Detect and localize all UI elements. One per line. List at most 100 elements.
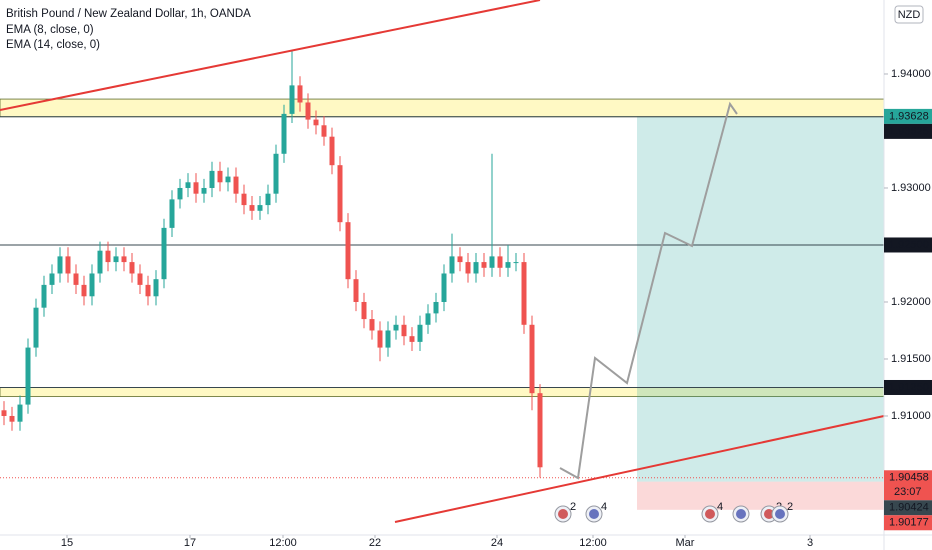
- candle-body: [1, 410, 7, 416]
- candle-body: [89, 273, 95, 297]
- countdown-label: 23:07: [894, 486, 922, 498]
- x-tick-label: 12:00: [579, 537, 607, 549]
- candle-body: [345, 222, 351, 280]
- candle-body: [289, 85, 295, 114]
- y-tick-label: 1.92000: [891, 296, 931, 308]
- price-tag-label: 1.90177: [889, 517, 929, 529]
- event-flag: [705, 509, 715, 519]
- y-tick-label: 1.91000: [891, 410, 931, 422]
- price-tag: [884, 515, 932, 531]
- event-count: 4: [601, 501, 607, 513]
- candle-body: [537, 393, 543, 468]
- candle-body: [321, 125, 327, 137]
- candle-body: [457, 256, 463, 263]
- candle-body: [305, 102, 311, 120]
- candle-body: [129, 262, 135, 274]
- projection-path: [559, 101, 738, 480]
- candle-body: [481, 262, 487, 268]
- indicator-label: EMA (8, close, 0): [6, 24, 94, 36]
- candle-body: [185, 182, 191, 188]
- event-flag: [764, 509, 774, 519]
- candle-body: [9, 415, 15, 422]
- candle-body: [161, 227, 167, 280]
- candle-body: [281, 113, 287, 154]
- chart-title: British Pound / New Zealand Dollar, 1h, …: [6, 8, 251, 20]
- candle-body: [465, 262, 471, 274]
- candle-body: [81, 284, 87, 297]
- price-tag-label: 1.93628: [889, 110, 929, 122]
- price-tag-label: 1.90458: [889, 472, 929, 484]
- candle-body: [409, 336, 415, 342]
- x-tick-label: 15: [61, 537, 73, 549]
- candle-body: [225, 176, 231, 183]
- event-flag: [589, 509, 599, 519]
- price-tag: [884, 500, 932, 516]
- candle-body: [425, 313, 431, 325]
- candle-body: [169, 199, 175, 228]
- candle-body: [145, 284, 151, 297]
- candle-body: [57, 256, 63, 274]
- price-tag-label: 1.93625: [889, 125, 929, 137]
- candle-body: [41, 284, 47, 308]
- x-tick-label: 17: [184, 537, 196, 549]
- candle-body: [273, 153, 279, 194]
- price-tag: [884, 379, 932, 395]
- candle-body: [401, 324, 407, 337]
- y-tick-label: 1.93000: [891, 182, 931, 194]
- price-tag-label: 1.91250: [889, 381, 929, 393]
- candle-body: [137, 273, 143, 285]
- event-flag: [736, 509, 746, 519]
- y-tick-label: 1.91500: [891, 353, 931, 365]
- candle-body: [209, 170, 215, 188]
- candle-body: [353, 279, 359, 302]
- indicator-label: EMA (14, close, 0): [6, 39, 100, 51]
- zone: [0, 98, 885, 118]
- position-profit: [637, 116, 884, 482]
- candle-body: [377, 330, 383, 348]
- candle-body: [313, 119, 319, 126]
- trendline: [0, 0, 541, 111]
- x-tick-label: 3: [807, 537, 813, 549]
- candle-body: [121, 256, 127, 263]
- x-tick-label: Mar: [676, 537, 695, 549]
- candle-body: [513, 262, 519, 264]
- candle-body: [65, 256, 71, 274]
- candle-body: [393, 324, 399, 331]
- candle-body: [201, 187, 207, 194]
- x-tick-label: 12:00: [269, 537, 297, 549]
- event-count: 4: [717, 501, 723, 513]
- event-count: 2: [570, 501, 576, 513]
- candle-body: [337, 165, 343, 223]
- candle-body: [369, 319, 375, 331]
- candle-body: [329, 136, 335, 166]
- price-tag-label: 1.92500: [889, 239, 929, 251]
- candle-body: [417, 324, 423, 342]
- candle-body: [17, 404, 23, 422]
- x-tick-label: 24: [491, 537, 503, 549]
- candle-body: [521, 262, 527, 325]
- candle-body: [505, 262, 511, 268]
- candle-body: [217, 170, 223, 183]
- candle-body: [489, 256, 495, 268]
- event-count: 2: [787, 501, 793, 513]
- candle-body: [361, 301, 367, 320]
- candle-body: [241, 193, 247, 206]
- position-loss: [637, 481, 884, 510]
- candle-body: [193, 182, 199, 194]
- candle-body: [529, 324, 535, 394]
- price-tag: [884, 470, 932, 501]
- candle-body: [33, 307, 39, 348]
- candle-body: [449, 256, 455, 274]
- plot: 24422: [0, 0, 885, 523]
- price-tag: [884, 237, 932, 253]
- candle-body: [497, 256, 503, 268]
- candle-body: [105, 250, 111, 263]
- event-flag: [558, 509, 568, 519]
- candle-body: [433, 301, 439, 314]
- candle-body: [233, 176, 239, 194]
- candle-body: [97, 250, 103, 274]
- candle-body: [265, 193, 271, 206]
- currency-button[interactable]: [894, 5, 924, 24]
